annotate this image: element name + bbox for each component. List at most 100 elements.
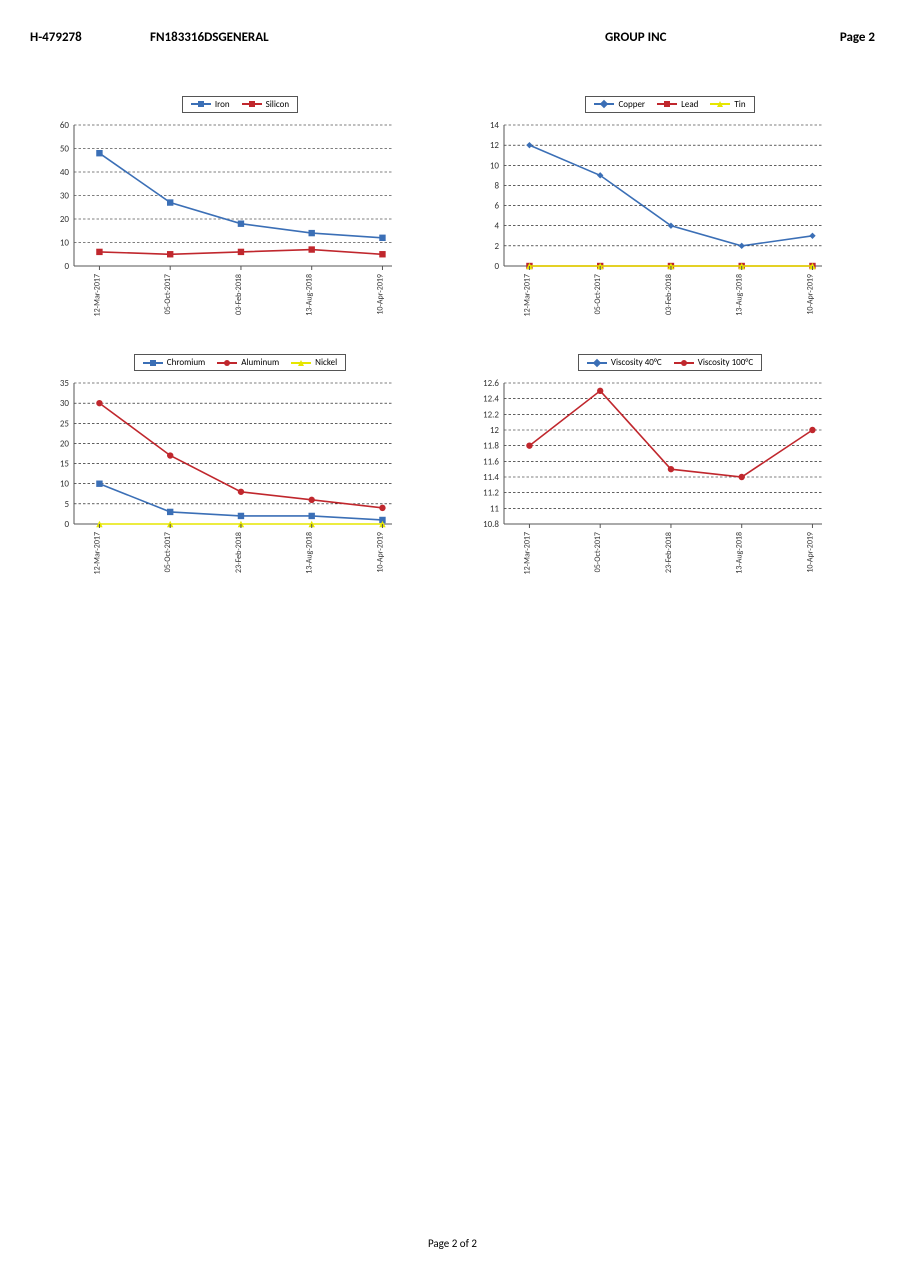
svg-text:40: 40 bbox=[60, 167, 70, 178]
legend-item: Chromium bbox=[143, 357, 205, 368]
legend-item: Silicon bbox=[242, 99, 290, 110]
svg-text:10: 10 bbox=[60, 237, 70, 248]
legend-item: Iron bbox=[191, 99, 230, 110]
legend-item: Tin bbox=[710, 99, 745, 110]
legend-item: Copper bbox=[594, 99, 645, 110]
svg-text:13-Aug-2018: 13-Aug-2018 bbox=[305, 274, 315, 316]
svg-text:10.8: 10.8 bbox=[483, 519, 499, 530]
legend-label: Nickel bbox=[315, 357, 337, 368]
header-company: GROUP INC bbox=[605, 30, 667, 45]
header-id: H-479278 bbox=[30, 30, 82, 45]
svg-text:13-Aug-2018: 13-Aug-2018 bbox=[735, 274, 745, 316]
svg-text:15: 15 bbox=[60, 459, 70, 470]
legend-label: Iron bbox=[215, 99, 230, 110]
legend-swatch-icon bbox=[191, 99, 211, 109]
legend-item: Nickel bbox=[291, 357, 337, 368]
chart-legend: Chromium Aluminum Nickel bbox=[134, 354, 346, 371]
legend-swatch-icon bbox=[242, 99, 262, 109]
chart-plot: 10.81111.211.411.611.81212.212.412.612-M… bbox=[470, 377, 830, 592]
chart-plot: 0 5 10 15 20 25 30 35 12-Mar-2017 05-Oct-2017 23-F… bbox=[40, 377, 400, 592]
svg-text:10-Apr-2019: 10-Apr-2019 bbox=[375, 532, 385, 573]
svg-text:12-Mar-2017: 12-Mar-2017 bbox=[522, 274, 532, 316]
legend-label: Lead bbox=[681, 99, 698, 110]
svg-text:25: 25 bbox=[60, 418, 70, 429]
footer-text: Page 2 of 2 bbox=[428, 1237, 477, 1250]
legend-label: Viscosity 100°C bbox=[698, 357, 753, 368]
svg-text:13-Aug-2018: 13-Aug-2018 bbox=[305, 532, 315, 574]
svg-text:12.6: 12.6 bbox=[483, 378, 499, 389]
svg-text:11: 11 bbox=[490, 503, 500, 514]
legend-item: Lead bbox=[657, 99, 698, 110]
legend-label: Tin bbox=[734, 99, 745, 110]
chart-iron-silicon: Iron Silicon 0 10 20 30 40 50 60 12-Mar-2017 05-… bbox=[40, 95, 440, 334]
svg-text:12-Mar-2017: 12-Mar-2017 bbox=[92, 532, 102, 574]
svg-text:23-Feb-2018: 23-Feb-2018 bbox=[664, 532, 674, 573]
header-page: Page 2 bbox=[840, 30, 875, 45]
svg-text:11.6: 11.6 bbox=[483, 456, 499, 467]
svg-text:4: 4 bbox=[494, 220, 499, 231]
legend-swatch-icon bbox=[291, 358, 311, 368]
legend-item: Aluminum bbox=[217, 357, 279, 368]
page-header: H-479278 FN183316DSGENERAL GROUP INC Pag… bbox=[0, 30, 905, 60]
chart-legend: Iron Silicon bbox=[182, 96, 298, 113]
page-footer: Page 2 of 2 bbox=[0, 1237, 905, 1250]
svg-text:03-Feb-2018: 03-Feb-2018 bbox=[234, 274, 244, 315]
svg-text:12-Mar-2017: 12-Mar-2017 bbox=[92, 274, 102, 316]
legend-item: Viscosity 100°C bbox=[674, 357, 753, 368]
svg-text:5: 5 bbox=[64, 499, 69, 510]
legend-swatch-icon bbox=[594, 99, 614, 109]
legend-swatch-icon bbox=[217, 358, 237, 368]
legend-item: Viscosity 40°C bbox=[587, 357, 662, 368]
svg-text:05-Oct-2017: 05-Oct-2017 bbox=[163, 532, 173, 572]
svg-text:12.2: 12.2 bbox=[483, 409, 499, 420]
legend-label: Chromium bbox=[167, 357, 205, 368]
svg-text:0: 0 bbox=[64, 261, 69, 272]
chart-plot: 0 10 20 30 40 50 60 12-Mar-2017 05-Oct-2017 03-Fe… bbox=[40, 119, 400, 334]
charts-grid: Iron Silicon 010203040506012-Mar-201705-… bbox=[40, 95, 870, 612]
header-ref: FN183316DSGENERAL bbox=[150, 30, 269, 45]
legend-label: Aluminum bbox=[241, 357, 279, 368]
svg-text:10-Apr-2019: 10-Apr-2019 bbox=[375, 274, 385, 315]
svg-text:20: 20 bbox=[60, 438, 70, 449]
svg-text:11.4: 11.4 bbox=[483, 472, 499, 483]
svg-text:10-Apr-2019: 10-Apr-2019 bbox=[805, 532, 815, 573]
svg-text:0: 0 bbox=[64, 519, 69, 530]
svg-text:05-Oct-2017: 05-Oct-2017 bbox=[163, 274, 173, 314]
legend-swatch-icon bbox=[587, 358, 607, 368]
svg-text:12: 12 bbox=[490, 425, 500, 436]
svg-text:10: 10 bbox=[490, 160, 500, 171]
svg-text:30: 30 bbox=[60, 398, 70, 409]
chart-viscosity: Viscosity 40°C Viscosity 100°C 10.8 11 11.… bbox=[470, 354, 870, 593]
svg-text:12.4: 12.4 bbox=[483, 394, 499, 405]
svg-text:10-Apr-2019: 10-Apr-2019 bbox=[805, 274, 815, 315]
svg-text:10: 10 bbox=[60, 479, 70, 490]
chart-chromium-aluminum-nickel: Chromium Aluminum Nickel 0 5 10 15 20 25 30 35 1… bbox=[40, 354, 440, 593]
svg-text:20: 20 bbox=[60, 214, 70, 225]
svg-text:05-Oct-2017: 05-Oct-2017 bbox=[593, 274, 603, 314]
svg-text:60: 60 bbox=[60, 120, 70, 131]
svg-text:03-Feb-2018: 03-Feb-2018 bbox=[664, 274, 674, 315]
legend-label: Viscosity 40°C bbox=[611, 357, 662, 368]
svg-text:12: 12 bbox=[490, 140, 500, 151]
svg-text:35: 35 bbox=[60, 378, 70, 389]
legend-swatch-icon bbox=[657, 99, 677, 109]
svg-text:0: 0 bbox=[494, 261, 499, 272]
svg-text:50: 50 bbox=[60, 143, 70, 154]
chart-plot: 0 2 4 6 8 10 12 14 12-Mar-2017 05-Oct-2017 03-Feb-… bbox=[470, 119, 830, 334]
svg-text:23-Feb-2018: 23-Feb-2018 bbox=[234, 532, 244, 573]
legend-swatch-icon bbox=[710, 99, 730, 109]
svg-text:8: 8 bbox=[494, 180, 499, 191]
svg-text:11.2: 11.2 bbox=[483, 488, 499, 499]
svg-text:2: 2 bbox=[494, 240, 499, 251]
legend-label: Silicon bbox=[266, 99, 290, 110]
svg-text:6: 6 bbox=[494, 200, 499, 211]
svg-text:12-Mar-2017: 12-Mar-2017 bbox=[522, 532, 532, 574]
svg-text:30: 30 bbox=[60, 190, 70, 201]
svg-text:05-Oct-2017: 05-Oct-2017 bbox=[593, 532, 603, 572]
chart-legend: Copper Lead Tin bbox=[585, 96, 754, 113]
legend-label: Copper bbox=[618, 99, 645, 110]
chart-copper-lead-tin: Copper Lead Tin 0 2 4 6 8 10 12 14 12-Mar-2017 05… bbox=[470, 95, 870, 334]
svg-text:14: 14 bbox=[490, 120, 500, 131]
legend-swatch-icon bbox=[674, 358, 694, 368]
legend-swatch-icon bbox=[143, 358, 163, 368]
